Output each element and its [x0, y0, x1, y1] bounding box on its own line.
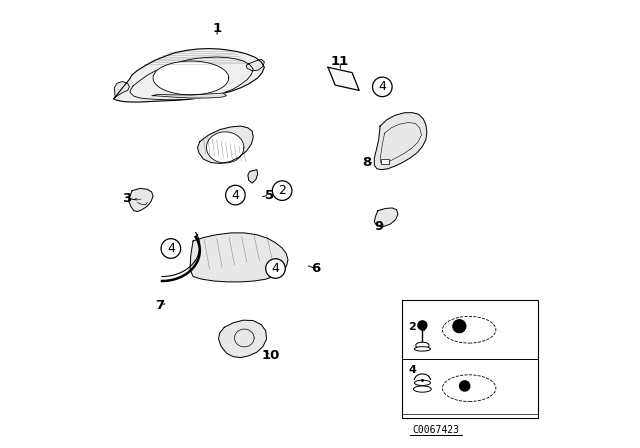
- Polygon shape: [248, 170, 258, 183]
- Polygon shape: [198, 126, 253, 164]
- Text: 6: 6: [311, 262, 320, 275]
- Text: 5: 5: [265, 189, 274, 202]
- Polygon shape: [153, 61, 228, 95]
- Ellipse shape: [413, 386, 431, 392]
- Ellipse shape: [416, 342, 429, 349]
- Circle shape: [459, 380, 470, 392]
- Polygon shape: [115, 82, 129, 97]
- Text: 1: 1: [213, 22, 222, 34]
- Circle shape: [273, 181, 292, 200]
- Polygon shape: [246, 59, 264, 71]
- Circle shape: [161, 239, 180, 258]
- Circle shape: [266, 259, 285, 278]
- Text: 4: 4: [408, 366, 416, 375]
- Ellipse shape: [442, 375, 496, 401]
- Text: 8: 8: [362, 156, 371, 169]
- Bar: [403, 300, 538, 418]
- Polygon shape: [374, 113, 427, 170]
- Ellipse shape: [414, 380, 431, 386]
- Polygon shape: [113, 48, 264, 102]
- Polygon shape: [374, 208, 398, 227]
- Text: 2: 2: [408, 322, 416, 332]
- Text: 2: 2: [278, 184, 286, 197]
- Text: 9: 9: [374, 220, 383, 233]
- Polygon shape: [207, 132, 244, 163]
- Text: 10: 10: [262, 349, 280, 362]
- Text: 7: 7: [155, 298, 164, 311]
- Circle shape: [372, 77, 392, 97]
- Circle shape: [226, 185, 245, 205]
- Text: 4: 4: [232, 189, 239, 202]
- Ellipse shape: [442, 316, 496, 343]
- Polygon shape: [328, 67, 359, 90]
- Text: 3: 3: [122, 192, 131, 205]
- Text: C0067423: C0067423: [412, 425, 460, 435]
- Text: 4: 4: [378, 80, 387, 93]
- Polygon shape: [152, 93, 227, 98]
- Polygon shape: [218, 320, 267, 358]
- Text: 11: 11: [331, 55, 349, 68]
- Ellipse shape: [414, 347, 431, 351]
- Polygon shape: [129, 188, 153, 211]
- Circle shape: [418, 321, 427, 330]
- Bar: [381, 159, 390, 164]
- Text: 4: 4: [271, 262, 280, 275]
- Polygon shape: [190, 233, 288, 282]
- Text: 4: 4: [167, 242, 175, 255]
- Circle shape: [452, 319, 467, 333]
